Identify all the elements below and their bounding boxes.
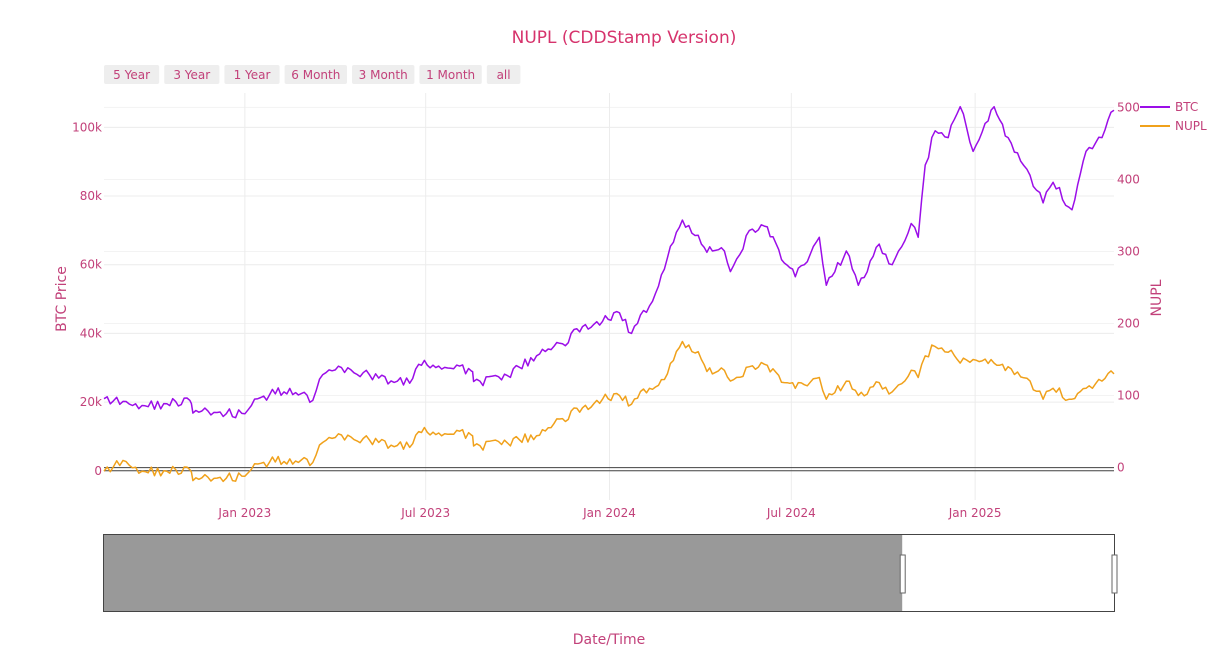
range-button-bg [104, 65, 160, 84]
range-button-bg [352, 65, 415, 84]
zero-lines [104, 467, 1114, 472]
range-button-bg [419, 65, 482, 84]
y2-tick-labels: 0 100 200 300 400 500 [1117, 100, 1140, 474]
range-button-label: 3 Month [359, 68, 408, 82]
y-tick-label: 60k [80, 258, 102, 272]
y2-tick-label: 0 [1117, 461, 1125, 475]
range-button-label: 1 Year [234, 68, 271, 82]
y-tick-label: 100k [72, 120, 102, 134]
range-button-label: all [497, 68, 511, 82]
range-button-5-year[interactable]: 5 Year [104, 65, 160, 84]
range-slider-shaded-area [104, 535, 903, 611]
range-selector: 5 Year 3 Year 1 Year 6 Month 3 Month 1 Month a… [104, 65, 521, 84]
range-button-bg [164, 65, 220, 84]
series-line-btc [103, 105, 1115, 419]
series-layer [103, 105, 1115, 483]
x-tick-label: Jan 2023 [217, 506, 271, 520]
range-button-label: 1 Month [426, 68, 475, 82]
grid-layer [104, 93, 1114, 500]
y2-tick-label: 300 [1117, 244, 1140, 258]
chart-title: NUPL (CDDStamp Version) [512, 28, 737, 48]
x-tick-label: Jan 2025 [948, 506, 1002, 520]
range-button-label: 6 Month [291, 68, 340, 82]
range-button-bg [224, 65, 280, 84]
range-button-1-year[interactable]: 1 Year [224, 65, 280, 84]
y-axis-title: BTC Price [54, 266, 70, 332]
range-slider-left-handle[interactable] [899, 554, 906, 594]
range-button-1-month[interactable]: 1 Month [419, 65, 482, 84]
x-tick-label: Jul 2024 [766, 506, 816, 520]
y-tick-label: 0 [94, 464, 102, 478]
x-tick-labels: Jan 2023 Jul 2023 Jan 2024 Jul 2024 Jan 2025 [217, 506, 1001, 520]
x-tick-label: Jul 2023 [400, 506, 450, 520]
range-button-bg [486, 65, 521, 84]
x-axis-title: Date/Time [573, 632, 645, 648]
legend-label-btc: BTC [1175, 100, 1198, 114]
range-button-label: 3 Year [173, 68, 210, 82]
legend-label-nupl: NUPL [1175, 119, 1207, 133]
range-button-3-month[interactable]: 3 Month [352, 65, 415, 84]
range-button-3-year[interactable]: 3 Year [164, 65, 220, 84]
y-tick-labels: 0 20k 40k 60k 80k 100k [72, 120, 102, 477]
y2-tick-label: 200 [1117, 317, 1140, 331]
x-tick-label: Jan 2024 [582, 506, 636, 520]
range-button-label: 5 Year [113, 68, 150, 82]
y2-tick-label: 400 [1117, 172, 1140, 186]
range-button-all[interactable]: all [486, 65, 521, 84]
y-tick-label: 80k [80, 189, 102, 203]
range-slider[interactable] [103, 534, 1118, 612]
series-line-nupl [103, 340, 1115, 483]
y-tick-label: 20k [80, 395, 102, 409]
y-tick-label: 40k [80, 326, 102, 340]
range-button-6-month[interactable]: 6 Month [284, 65, 347, 84]
range-slider-right-handle[interactable] [1111, 554, 1118, 594]
legend: BTC NUPL [1140, 100, 1207, 133]
y2-tick-label: 100 [1117, 389, 1140, 403]
range-button-bg [284, 65, 347, 84]
y2-tick-label: 500 [1117, 100, 1140, 114]
y2-axis-title: NUPL [1149, 279, 1165, 316]
